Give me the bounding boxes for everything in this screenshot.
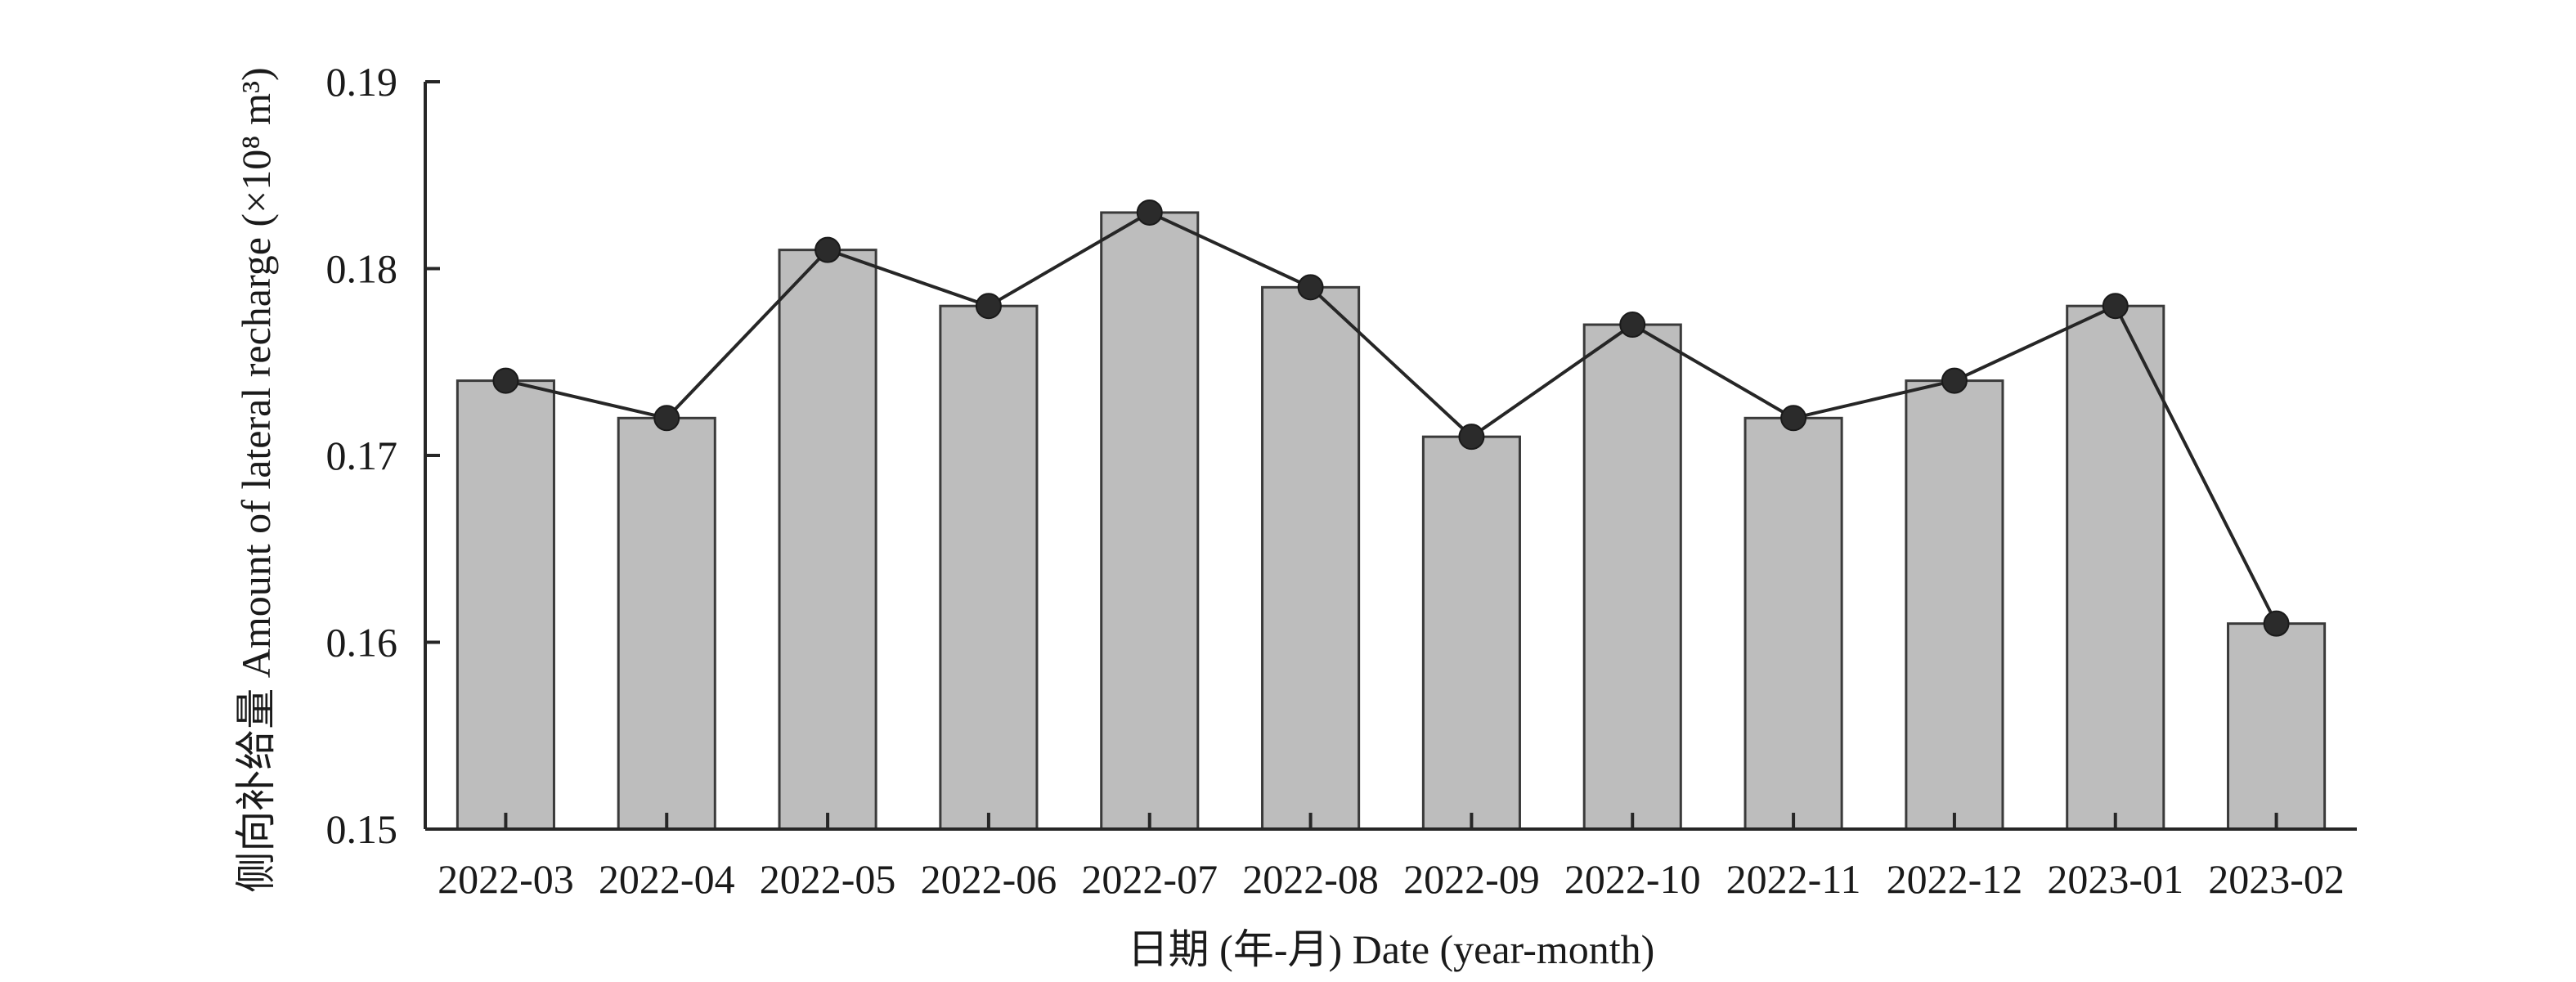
- line-point-2023-01: [2102, 293, 2129, 320]
- line-point-2022-10: [1619, 312, 1646, 339]
- bars-layer: [456, 211, 2327, 831]
- bar-2022-12: [1905, 379, 2004, 831]
- x-tick-label: 2022-06: [921, 856, 1057, 902]
- x-ticks: 2022-03 2022-04 2022-05 2022-06 2022-07 2022-…: [438, 813, 2345, 902]
- line-point-2022-05: [815, 236, 841, 263]
- bar-2022-10: [1582, 323, 1682, 831]
- x-tick-label: 2022-07: [1081, 856, 1218, 902]
- y-tick-label: 0.16: [326, 620, 398, 666]
- bar-2022-11: [1744, 416, 1843, 831]
- x-tick-label: 2022-08: [1242, 856, 1379, 902]
- bar-2022-08: [1261, 285, 1361, 831]
- bar-2022-06: [939, 304, 1039, 831]
- bar-2022-09: [1421, 435, 1521, 831]
- y-axis-title: 侧向补给量 Amount of lateral recharge (×10⁸ m…: [233, 67, 279, 892]
- x-tick-label: 2022-04: [599, 856, 735, 902]
- bar-2022-03: [456, 379, 555, 831]
- x-tick-label: 2022-05: [760, 856, 896, 902]
- line-point-2022-12: [1941, 367, 1968, 394]
- x-tick-label: 2022-12: [1887, 856, 2023, 902]
- line-point-2022-11: [1780, 405, 1807, 432]
- x-tick-label: 2022-03: [438, 856, 574, 902]
- series-line: [505, 210, 2278, 625]
- y-tick-label: 0.19: [326, 59, 398, 105]
- bar-2022-04: [617, 416, 716, 831]
- line-point-2022-03: [492, 367, 519, 394]
- line-point-2023-02: [2263, 610, 2290, 637]
- x-tick-label: 2022-10: [1564, 856, 1701, 902]
- bar-2022-05: [778, 249, 877, 831]
- line-point-2022-06: [975, 293, 1002, 320]
- x-axis-title: 日期 (年-月) Date (year-month): [1128, 926, 1655, 972]
- bar-2023-02: [2227, 622, 2327, 831]
- x-tick-label: 2022-11: [1726, 856, 1861, 902]
- bar-2022-07: [1100, 211, 1200, 831]
- x-tick-label: 2023-02: [2208, 856, 2345, 902]
- y-tick-label: 0.17: [326, 433, 398, 478]
- line-point-2022-09: [1458, 424, 1485, 451]
- line-point-2022-08: [1297, 274, 1324, 301]
- y-tick-label: 0.18: [326, 246, 398, 292]
- line-point-2022-07: [1136, 199, 1163, 226]
- x-tick-label: 2023-01: [2047, 856, 2183, 902]
- line-layer: [492, 199, 2290, 637]
- y-ticks: 0.15 0.16 0.17 0.18 0.19: [326, 59, 440, 852]
- y-tick-label: 0.15: [326, 806, 398, 852]
- bar-2023-01: [2066, 304, 2165, 831]
- x-tick-label: 2022-09: [1403, 856, 1540, 902]
- line-point-2022-04: [653, 405, 680, 432]
